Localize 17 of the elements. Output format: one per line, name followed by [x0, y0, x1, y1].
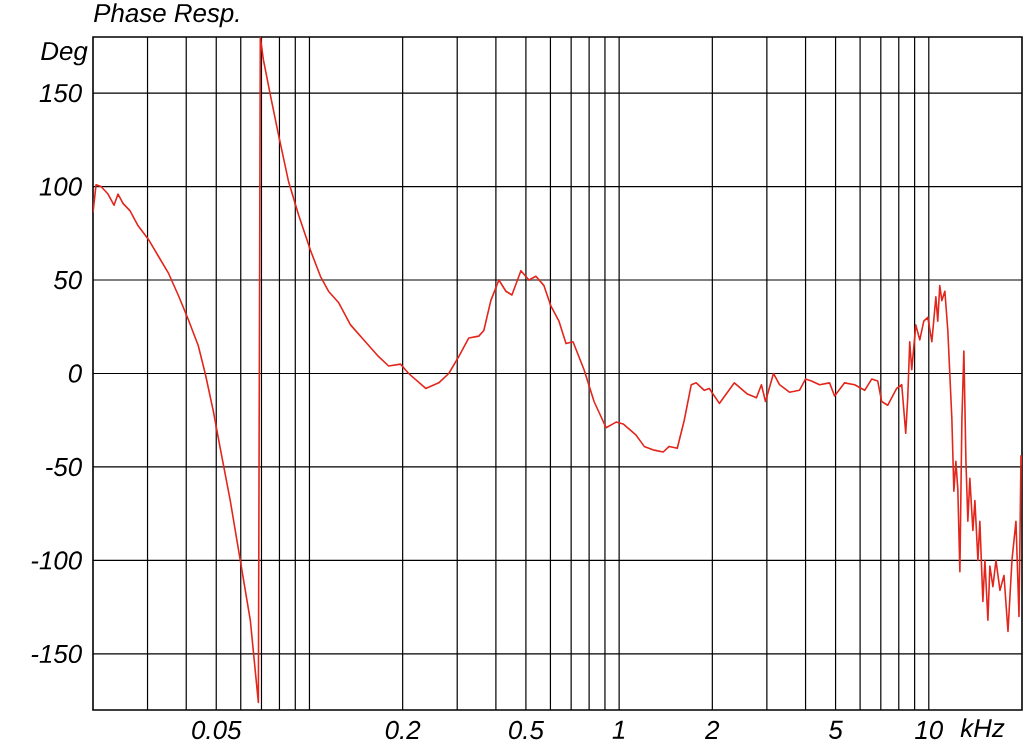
y-tick-label: 0 — [68, 364, 82, 383]
y-tick-label: 150 — [39, 83, 82, 103]
x-tick-label: 2 — [704, 720, 720, 739]
x-tick-label: 0.2 — [385, 720, 421, 740]
y-tick-label: -50 — [46, 457, 82, 477]
x-axis-title: kHz — [960, 718, 1005, 737]
y-tick-label: -150 — [31, 644, 82, 664]
y-axis-title: Deg — [41, 42, 88, 66]
x-tick-label: 1 — [612, 720, 625, 739]
chart-title: Phase Resp. — [94, 3, 239, 28]
x-tick-label: 10 — [915, 720, 943, 740]
y-tick-label: 50 — [53, 270, 82, 290]
y-tick-label: -100 — [31, 551, 82, 570]
x-tick-label: 5 — [828, 720, 843, 739]
y-tick-label: 100 — [39, 177, 82, 196]
x-tick-label: 0.5 — [509, 720, 544, 740]
x-tick-label: 0.05 — [192, 720, 242, 740]
